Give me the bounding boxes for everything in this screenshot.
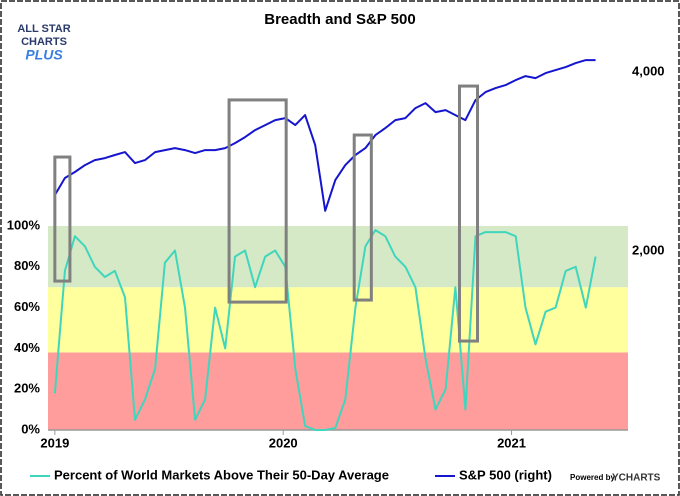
credit: Powered by [570, 473, 615, 482]
x-tick-label: 2020 [269, 435, 298, 450]
highlight-box [457, 84, 480, 343]
legend-label: Percent of World Markets Above Their 50-… [54, 467, 389, 482]
y2-tick-label: 4,000 [632, 64, 665, 79]
band [48, 352, 628, 430]
y-tick-label: 60% [14, 299, 40, 314]
y-tick-label: 40% [14, 340, 40, 355]
y2-tick-label: 2,000 [632, 242, 665, 257]
logo-text: CHARTS [21, 36, 67, 48]
y-tick-label: 20% [14, 381, 40, 396]
credit: YCHARTS [612, 473, 661, 484]
logo-text: PLUS [25, 47, 63, 63]
x-tick-label: 2021 [497, 435, 526, 450]
highlight-box [53, 155, 72, 283]
logo-text: ALL STAR [17, 23, 70, 35]
highlight-box [352, 133, 373, 302]
y-tick-label: 80% [14, 258, 40, 273]
highlight-box [227, 98, 288, 304]
chart-title: Breadth and S&P 500 [264, 11, 415, 28]
band [48, 287, 628, 353]
series-line [53, 229, 597, 431]
legend-label: S&P 500 (right) [459, 467, 552, 482]
y-tick-label: 100% [7, 217, 41, 232]
y-tick-label: 0% [21, 421, 40, 436]
series-line [54, 59, 596, 212]
x-tick-label: 2019 [40, 435, 69, 450]
band [48, 226, 628, 288]
